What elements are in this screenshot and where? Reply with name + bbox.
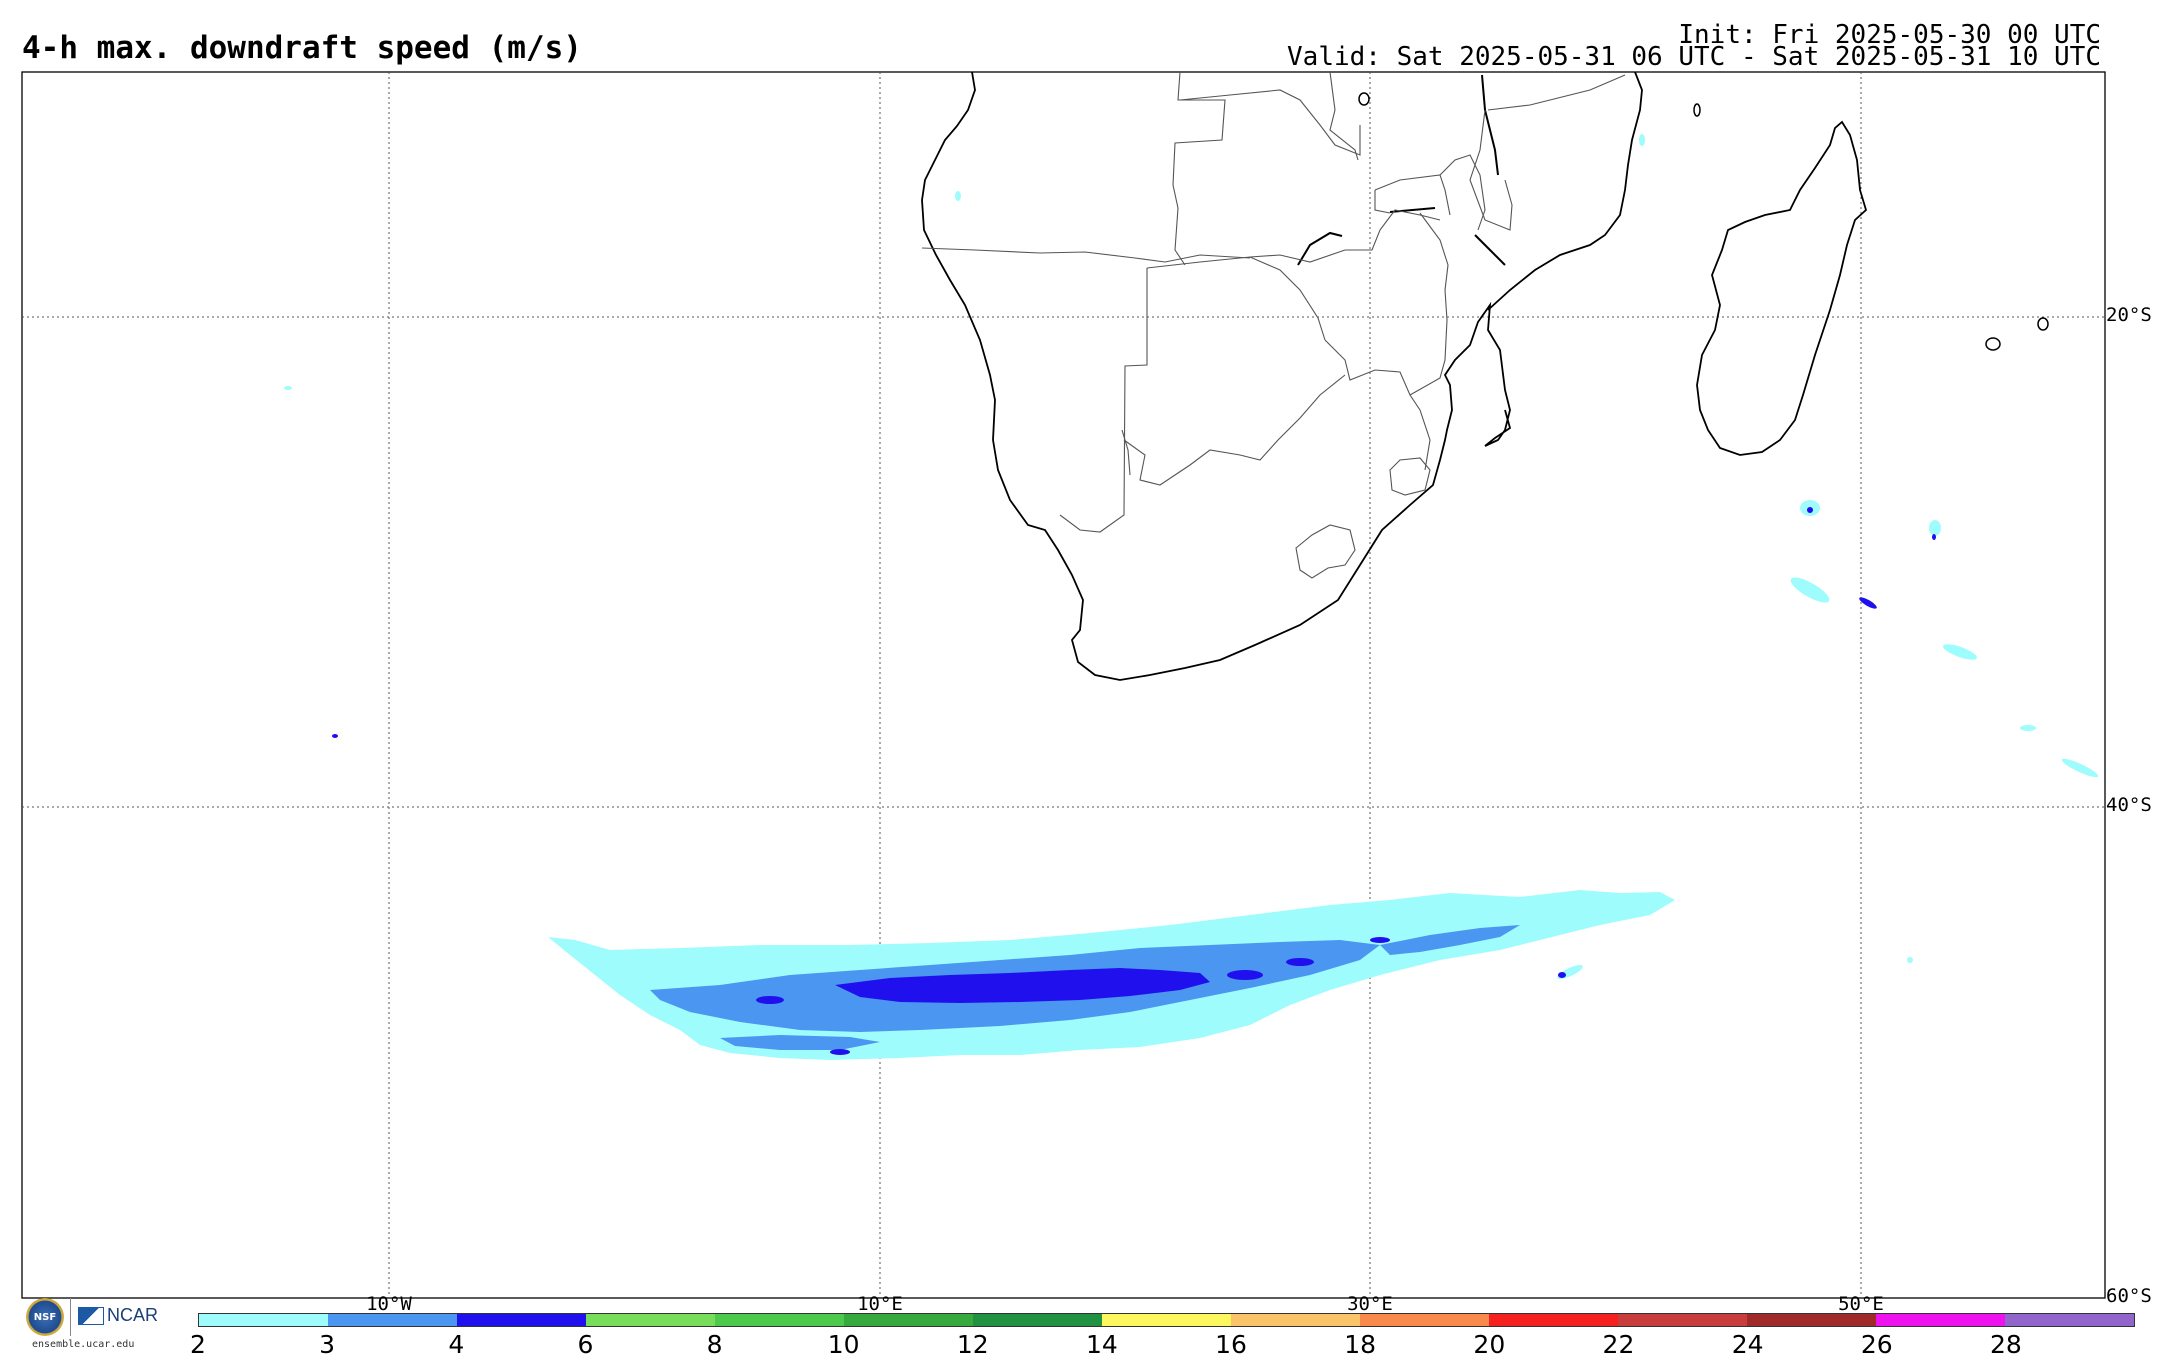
logo-divider: [70, 1298, 71, 1336]
downdraft-4-6-isolated: [332, 507, 1936, 978]
colorbar-tick-label: 20: [1473, 1330, 1506, 1359]
colorbar-segment: [973, 1314, 1102, 1326]
downdraft-3-4-patch-south: [720, 1035, 880, 1050]
colorbar-tick-label: 18: [1344, 1330, 1377, 1359]
colorbar-tick-label: 28: [1989, 1330, 2022, 1359]
downdraft-3-4-patch-east: [1380, 925, 1520, 955]
colorbar-tick-label: 8: [706, 1330, 723, 1359]
colorbar-segment: [844, 1314, 973, 1326]
lon-label-10w: 10°W: [366, 1293, 412, 1315]
colorbar-segment: [199, 1314, 328, 1326]
lon-label-50e: 50°E: [1838, 1293, 1884, 1315]
country-borders: [921, 71, 1626, 579]
colorbar-segment: [1618, 1314, 1747, 1326]
madagascar-outline: [1696, 120, 1868, 456]
colorbar-segment: [2005, 1314, 2134, 1326]
lat-label-40s: 40°S: [2106, 794, 2152, 816]
colorbar-segment: [715, 1314, 844, 1326]
lon-label-10e: 10°E: [857, 1293, 903, 1315]
colorbar-tick-label: 2: [190, 1330, 206, 1359]
lakes: [1297, 74, 1506, 266]
colorbar-tick-label: 10: [827, 1330, 860, 1359]
colorbar-segment: [586, 1314, 715, 1326]
downdraft-4-6-region: [835, 968, 1210, 1003]
colorbar-segment: [1102, 1314, 1231, 1326]
colorbar-segment: [1360, 1314, 1489, 1326]
valid-time: Valid: Sat 2025-05-31 06 UTC - Sat 2025-…: [1287, 42, 2101, 72]
colorbar-segment: [1489, 1314, 1618, 1326]
downdraft-field: [284, 134, 2099, 1060]
ensemble-url: ensemble.ucar.edu: [32, 1339, 135, 1350]
colorbar-tick-label: 26: [1860, 1330, 1893, 1359]
small-islands: [1358, 92, 2049, 351]
colorbar-tick-label: 6: [577, 1330, 594, 1359]
colorbar-tick-label: 12: [956, 1330, 989, 1359]
colorbar-tick-label: 24: [1731, 1330, 1764, 1359]
ncar-logo: NCAR: [78, 1305, 158, 1326]
nsf-logo: NSF: [26, 1298, 64, 1336]
colorbar: [198, 1313, 2135, 1327]
downdraft-4-6-patches: [756, 937, 1390, 1055]
colorbar-segment: [457, 1314, 586, 1326]
ncar-mark-icon: [78, 1306, 104, 1325]
colorbar-segment: [328, 1314, 457, 1326]
colorbar-segment: [1747, 1314, 1876, 1326]
map-title: 4-h max. downdraft speed (m/s): [22, 30, 582, 66]
colorbar-segment: [1876, 1314, 2005, 1326]
colorbar-tick-label: 22: [1602, 1330, 1635, 1359]
ncar-logo-text: NCAR: [107, 1305, 159, 1325]
downdraft-2-3-scattered: [284, 134, 2099, 979]
colorbar-tick-label: 16: [1215, 1330, 1247, 1359]
init-time: Init: Fri 2025-05-30 00 UTC: [1678, 20, 2101, 50]
colorbar-tick-label: 14: [1086, 1330, 1118, 1359]
map-frame: [21, 71, 2106, 1299]
lat-label-20s: 20°S: [2106, 304, 2152, 326]
lon-label-30e: 30°E: [1347, 1293, 1393, 1315]
graticule: [22, 72, 2105, 1298]
africa-coastline: [921, 71, 1643, 681]
lat-label-60s: 60°S: [2106, 1285, 2152, 1307]
colorbar-segment: [1231, 1314, 1360, 1326]
colorbar-tick-label: 3: [319, 1330, 336, 1359]
colorbar-tick-label: 4: [448, 1330, 465, 1359]
